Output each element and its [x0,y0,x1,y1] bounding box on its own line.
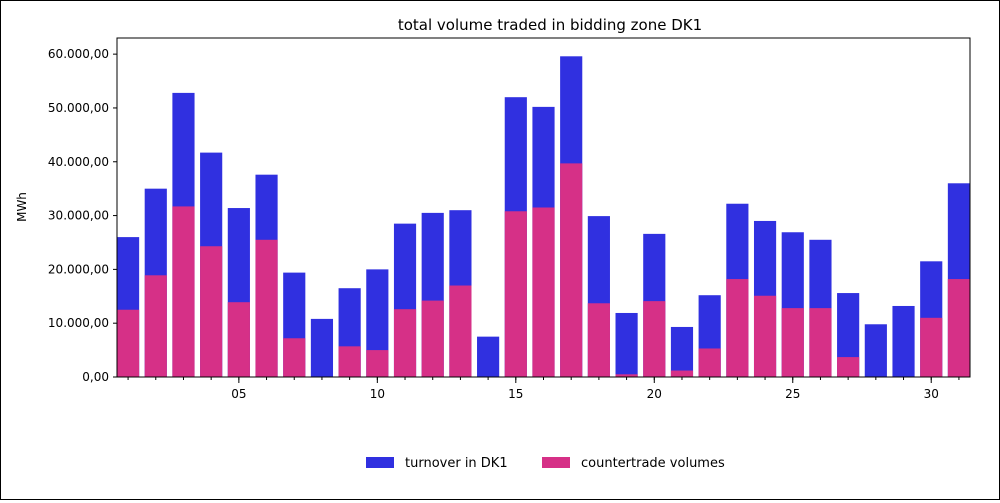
countertrade-bar-day-12 [421,300,444,377]
countertrade-bar-day-6 [255,239,278,377]
x-tick-label: 25 [785,387,800,401]
turnover-bar-day-19 [615,312,638,377]
y-axis-label: MWh [15,192,29,222]
y-tick-label: 40.000,00 [48,155,109,169]
y-tick-label: 10.000,00 [48,316,109,330]
countertrade-bar-day-20 [643,301,666,377]
legend-entry-countertrade-label: countertrade volumes [581,456,725,471]
countertrade-bar-day-3 [172,206,195,377]
countertrade-bar-day-30 [920,317,943,377]
y-tick-label: 20.000,00 [48,262,109,276]
countertrade-bar-day-31 [947,279,970,377]
turnover-bar-day-28 [864,324,887,377]
countertrade-bar-day-9 [338,346,361,377]
x-tick-label: 20 [647,387,662,401]
turnover-bar-day-21 [670,326,694,377]
countertrade-bar-day-18 [587,303,610,377]
turnover-bar-day-10 [366,269,389,377]
turnover-bar-day-14 [477,336,500,377]
plot-area-border [116,37,971,378]
bars-layer [117,56,970,378]
legend-entry-countertrade-swatch [542,457,570,468]
countertrade-bar-day-26 [809,308,832,377]
legend-entry-turnover-label: turnover in DK1 [405,456,508,471]
turnover-bar-day-29 [892,305,915,377]
y-tick-label: 0,00 [82,370,109,384]
countertrade-bar-day-7 [283,338,306,377]
countertrade-bar-day-24 [753,295,777,377]
countertrade-bar-day-16 [532,207,555,377]
y-tick-label: 30.000,00 [48,209,109,223]
countertrade-bar-day-2 [144,275,167,377]
turnover-bar-day-27 [837,293,860,377]
countertrade-bar-day-5 [227,302,250,377]
x-tick-label: 30 [924,387,939,401]
x-tick-label: 05 [231,387,246,401]
countertrade-bar-day-10 [366,350,389,377]
y-tick-label: 60.000,00 [48,47,109,61]
turnover-bar-day-8 [310,318,334,377]
countertrade-bar-day-4 [200,246,223,377]
countertrade-bar-day-25 [781,308,804,377]
countertrade-bar-day-27 [837,357,860,377]
countertrade-bar-day-21 [670,370,694,377]
axes-layer: 0,00 10.000,00 20.000,00 30.000,00 40.000,00… [48,47,960,401]
chart-title: total volume traded in bidding zone DK1 [398,16,702,34]
x-tick-label: 15 [508,387,523,401]
countertrade-bar-day-15 [504,211,527,377]
legend: turnover in DK1 countertrade volumes [366,456,725,471]
countertrade-bar-day-22 [698,348,721,377]
y-tick-label: 50.000,00 [48,101,109,115]
x-tick-label: 10 [370,387,385,401]
countertrade-bar-day-11 [393,309,417,377]
legend-entry-turnover-swatch [366,457,394,468]
countertrade-bar-day-13 [449,285,472,377]
countertrade-bar-day-23 [726,279,749,377]
countertrade-bar-day-17 [560,163,583,377]
countertrade-bar-day-1 [117,309,140,377]
countertrade-bar-day-19 [615,374,638,377]
